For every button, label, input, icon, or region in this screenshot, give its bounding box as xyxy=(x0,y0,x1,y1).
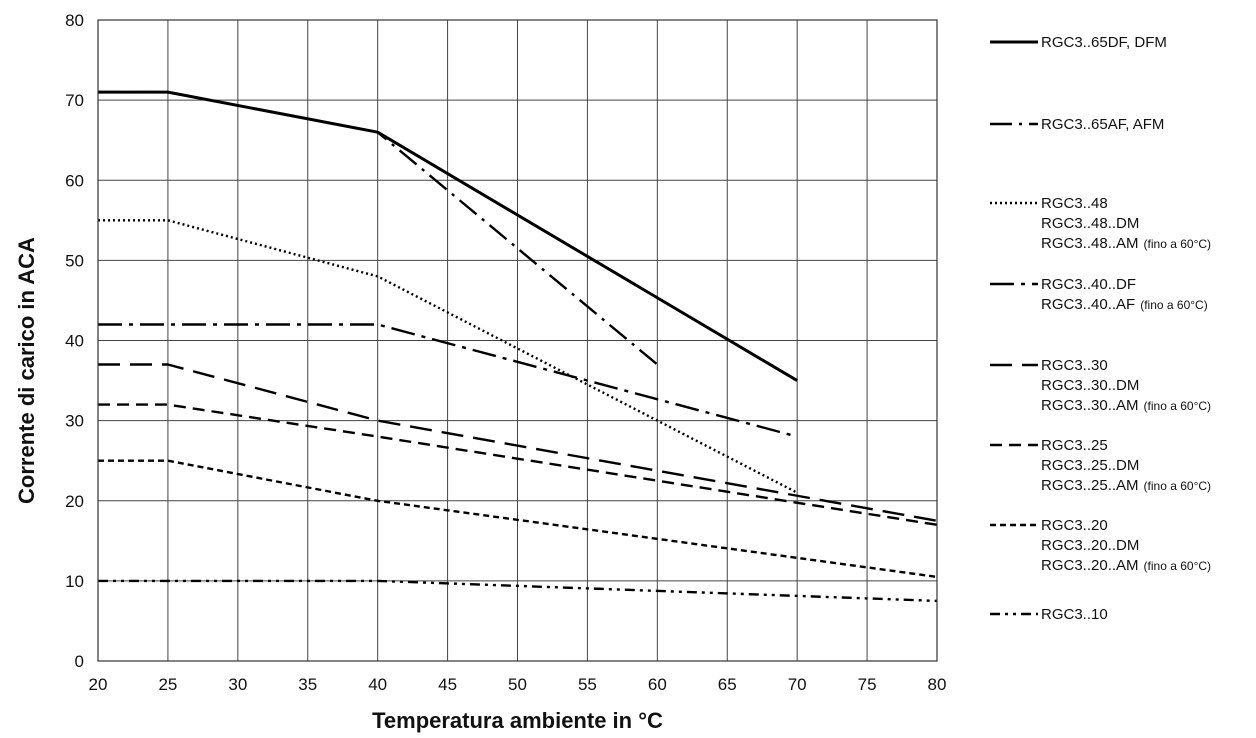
legend-label: RGC3..10 xyxy=(1041,606,1108,623)
legend-label: RGC3..20..AM (fino a 60°C) xyxy=(1041,557,1211,574)
x-axis-label: Temperatura ambiente in °C xyxy=(372,708,663,733)
x-tick-label: 65 xyxy=(718,675,737,694)
x-tick-label: 70 xyxy=(788,675,807,694)
legend-label: RGC3..40..DF xyxy=(1041,276,1136,293)
legend-label: RGC3..25 xyxy=(1041,437,1108,454)
series-line-6 xyxy=(98,459,938,579)
legend-label: RGC3..48..DM xyxy=(1041,215,1139,232)
series-line-4 xyxy=(98,363,938,522)
legend-label: RGC3..65AF, AFM xyxy=(1041,116,1164,133)
x-tick-label: 50 xyxy=(508,675,527,694)
legend-note: (fino a 60°C) xyxy=(1144,559,1212,573)
legend-label: RGC3..40..AF (fino a 60°C) xyxy=(1041,296,1208,313)
series-line-3 xyxy=(98,323,798,438)
x-tick-label: 60 xyxy=(648,675,667,694)
legend-label: RGC3..30..DM xyxy=(1041,377,1139,394)
x-tick-label: 80 xyxy=(928,675,947,694)
plot-area-border xyxy=(97,19,938,662)
series-line-5 xyxy=(98,403,938,526)
legend: RGC3..65DF, DFM RGC3..65AF, AFM RGC3..48 RG… xyxy=(990,34,1211,623)
legend-label: RGC3..48 xyxy=(1041,195,1108,212)
x-tick-label: 35 xyxy=(298,675,317,694)
x-tick-label: 55 xyxy=(578,675,597,694)
series-line-1 xyxy=(98,90,659,366)
x-tick-label: 30 xyxy=(228,675,247,694)
legend-label: RGC3..20..DM xyxy=(1041,537,1139,554)
grid xyxy=(97,19,938,662)
y-axis-label: Corrente di carico in ACA xyxy=(14,237,39,504)
legend-label: RGC3..25..DM xyxy=(1041,457,1139,474)
x-tick-labels: 20 25 30 35 40 45 50 55 60 65 70 75 80 xyxy=(89,675,947,694)
legend-note: (fino a 60°C) xyxy=(1144,399,1212,413)
y-tick-labels: 0 10 20 30 40 50 60 70 80 xyxy=(65,11,84,671)
legend-label: RGC3..48..AM (fino a 60°C) xyxy=(1041,235,1211,252)
legend-label: RGC3..20 xyxy=(1041,517,1108,534)
x-tick-label: 40 xyxy=(368,675,387,694)
x-tick-label: 20 xyxy=(89,675,108,694)
legend-note: (fino a 60°C) xyxy=(1140,298,1208,312)
x-tick-label: 25 xyxy=(158,675,177,694)
legend-label: RGC3..25..AM (fino a 60°C) xyxy=(1041,477,1211,494)
y-tick-label: 20 xyxy=(65,492,84,511)
y-tick-label: 10 xyxy=(65,572,84,591)
series-line-7 xyxy=(98,579,938,603)
y-tick-label: 70 xyxy=(65,91,84,110)
series-lines xyxy=(98,90,938,603)
y-tick-label: 80 xyxy=(65,11,84,30)
y-tick-label: 40 xyxy=(65,332,84,351)
x-tick-label: 45 xyxy=(438,675,457,694)
legend-label: RGC3..30 xyxy=(1041,357,1108,374)
y-tick-label: 0 xyxy=(75,652,84,671)
y-tick-label: 50 xyxy=(65,251,84,270)
y-tick-label: 60 xyxy=(65,171,84,190)
y-tick-label: 30 xyxy=(65,412,84,431)
legend-label: RGC3..30..AM (fino a 60°C) xyxy=(1041,397,1211,414)
legend-note: (fino a 60°C) xyxy=(1144,479,1212,493)
legend-label: RGC3..65DF, DFM xyxy=(1041,34,1167,51)
x-tick-label: 75 xyxy=(858,675,877,694)
legend-note: (fino a 60°C) xyxy=(1144,237,1212,251)
